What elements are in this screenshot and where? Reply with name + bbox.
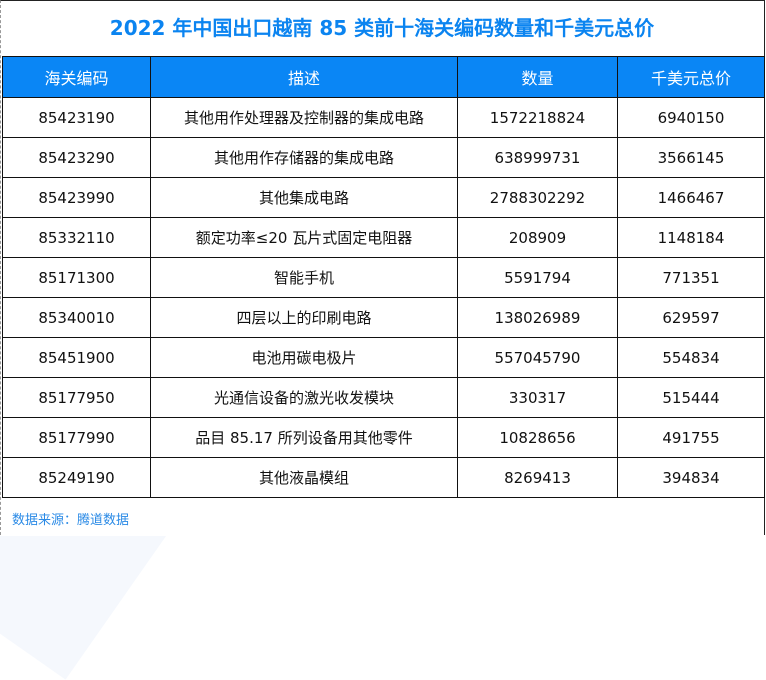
cell-description: 光通信设备的激光收发模块 [150, 377, 458, 418]
table-row: 85423990 其他集成电路 2788302292 1466467 [2, 177, 765, 218]
cell-hs-code: 85423990 [2, 177, 151, 218]
data-source: 数据来源：腾道数据 [12, 513, 130, 528]
cell-hs-code: 85451900 [2, 337, 151, 378]
page-title: 2022 年中国出口越南 85 类前十海关编码数量和千美元总价 [109, 16, 655, 40]
table-row: 85451900 电池用碳电极片 557045790 554834 [2, 337, 765, 378]
cell-hs-code: 85177950 [2, 377, 151, 418]
cell-hs-code: 85340010 [2, 297, 151, 338]
cell-description: 品目 85.17 所列设备用其他零件 [150, 417, 458, 458]
cell-hs-code: 85423190 [2, 97, 151, 138]
cell-total-value: 3566145 [617, 137, 765, 178]
cell-total-value: 1148184 [617, 217, 765, 258]
cell-hs-code: 85249190 [2, 457, 151, 498]
cell-total-value: 629597 [617, 297, 765, 338]
cell-hs-code: 85423290 [2, 137, 151, 178]
cell-total-value: 6940150 [617, 97, 765, 138]
cell-description: 电池用碳电极片 [150, 337, 458, 378]
cell-quantity: 10828656 [457, 417, 618, 458]
cell-description: 其他用作处理器及控制器的集成电路 [150, 97, 458, 138]
column-header-quantity: 数量 [457, 56, 618, 98]
frame [0, 0, 765, 535]
table-row: 85177950 光通信设备的激光收发模块 330317 515444 [2, 377, 765, 418]
cell-description: 其他用作存储器的集成电路 [150, 137, 458, 178]
cell-hs-code: 85177990 [2, 417, 151, 458]
cell-description: 其他液晶模组 [150, 457, 458, 498]
column-header-description: 描述 [150, 56, 458, 98]
cell-hs-code: 85332110 [2, 217, 151, 258]
cell-total-value: 394834 [617, 457, 765, 498]
cell-quantity: 5591794 [457, 257, 618, 298]
cell-total-value: 515444 [617, 377, 765, 418]
header-row: 海关编码 描述 数量 千美元总价 [2, 56, 765, 98]
cell-quantity: 1572218824 [457, 97, 618, 138]
cell-total-value: 554834 [617, 337, 765, 378]
cell-quantity: 557045790 [457, 337, 618, 378]
data-table: 海关编码 描述 数量 千美元总价 85423190 其他用作处理器及控制器的集成电路 15… [2, 56, 765, 498]
cell-quantity: 8269413 [457, 457, 618, 498]
table-row: 85332110 额定功率≤20 瓦片式固定电阻器 208909 1148184 [2, 217, 765, 258]
cell-total-value: 491755 [617, 417, 765, 458]
table-row: 85171300 智能手机 5591794 771351 [2, 257, 765, 298]
cell-total-value: 1466467 [617, 177, 765, 218]
cell-description: 其他集成电路 [150, 177, 458, 218]
table-row: 85249190 其他液晶模组 8269413 394834 [2, 457, 765, 498]
cell-description: 四层以上的印刷电路 [150, 297, 458, 338]
table-row: 85423190 其他用作处理器及控制器的集成电路 1572218824 694015… [2, 97, 765, 138]
cell-quantity: 638999731 [457, 137, 618, 178]
cell-quantity: 138026989 [457, 297, 618, 338]
column-header-total-value: 千美元总价 [617, 56, 765, 98]
cell-quantity: 2788302292 [457, 177, 618, 218]
cell-description: 智能手机 [150, 257, 458, 298]
column-header-hs-code: 海关编码 [2, 56, 151, 98]
cell-quantity: 208909 [457, 217, 618, 258]
cell-hs-code: 85171300 [2, 257, 151, 298]
cell-quantity: 330317 [457, 377, 618, 418]
cell-description: 额定功率≤20 瓦片式固定电阻器 [150, 217, 458, 258]
table-row: 85177990 品目 85.17 所列设备用其他零件 10828656 491755 [2, 417, 765, 458]
table-row: 85340010 四层以上的印刷电路 138026989 629597 [2, 297, 765, 338]
cell-total-value: 771351 [617, 257, 765, 298]
table-row: 85423290 其他用作存储器的集成电路 638999731 3566145 [2, 137, 765, 178]
